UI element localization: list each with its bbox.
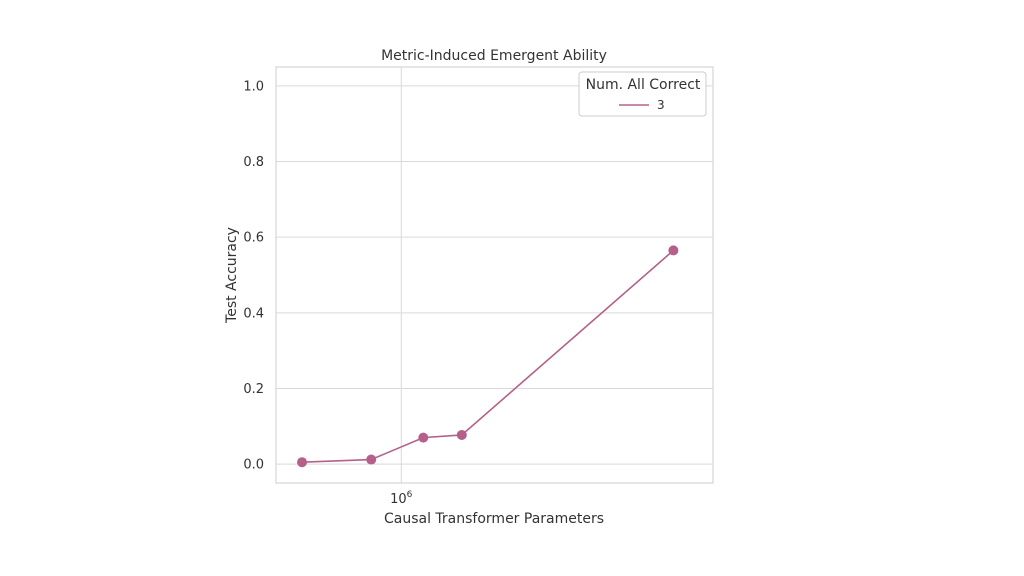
- series-layer: [297, 245, 679, 468]
- y-axis-label: Test Accuracy: [224, 227, 240, 324]
- x-axis-label: Causal Transformer Parameters: [384, 511, 604, 527]
- x-tick-base: 10: [390, 492, 407, 507]
- y-tick-label: 0.0: [243, 458, 264, 473]
- x-tick-exponent: 6: [407, 490, 413, 500]
- data-point: [366, 454, 377, 465]
- data-point: [297, 457, 308, 468]
- grid: [276, 67, 713, 483]
- legend: Num. All Correct 3: [578, 71, 707, 117]
- data-point: [668, 245, 679, 256]
- plot-frame: [275, 66, 714, 484]
- legend-entry-label: 3: [657, 98, 665, 112]
- y-tick-labels: 0.0 0.2 0.4 0.6 0.8 1.0: [243, 79, 264, 472]
- data-point: [418, 432, 429, 443]
- x-tick-label: 106: [390, 490, 413, 507]
- legend-title: Num. All Correct: [586, 77, 701, 93]
- chart-title: Metric-Induced Emergent Ability: [381, 48, 607, 64]
- x-tick-labels: 106: [390, 490, 413, 507]
- y-tick-label: 0.2: [243, 382, 264, 397]
- y-tick-label: 0.4: [243, 306, 264, 321]
- data-point: [456, 429, 467, 440]
- y-tick-label: 0.6: [243, 231, 264, 246]
- y-tick-label: 1.0: [243, 79, 264, 94]
- legend-box: [578, 71, 707, 117]
- y-tick-label: 0.8: [243, 155, 264, 170]
